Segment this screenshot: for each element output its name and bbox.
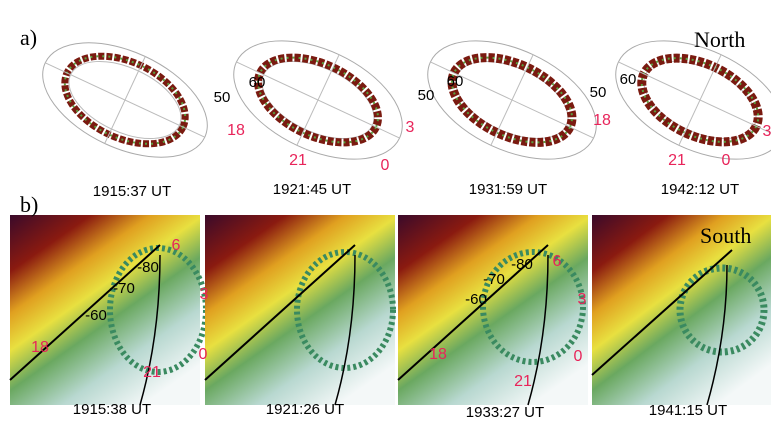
grid-label: 3 bbox=[763, 123, 771, 140]
south-image bbox=[205, 215, 395, 405]
time-label: 1942:12 UT bbox=[661, 181, 739, 198]
grid-label: 0 bbox=[199, 346, 208, 363]
grid-label: -70 bbox=[113, 280, 135, 297]
time-label: 1931:59 UT bbox=[469, 181, 547, 198]
panel-label: a) bbox=[20, 25, 37, 50]
north-image bbox=[25, 19, 225, 180]
grid-label: 21 bbox=[289, 152, 307, 169]
hemisphere-label: South bbox=[700, 223, 751, 248]
time-label: 1921:45 UT bbox=[273, 181, 351, 198]
grid-label: 18 bbox=[31, 339, 49, 356]
north-image bbox=[215, 17, 420, 184]
time-label: 1933:27 UT bbox=[466, 404, 544, 421]
grid-label: 18 bbox=[429, 346, 447, 363]
time-label: 1915:38 UT bbox=[73, 401, 151, 418]
grid-label: -80 bbox=[137, 259, 159, 276]
hemisphere-label: North bbox=[694, 27, 745, 52]
grid-label: 6 bbox=[553, 253, 562, 270]
grid-label: 3 bbox=[200, 286, 209, 303]
grid-label: 0 bbox=[574, 348, 583, 365]
time-label: 1921:26 UT bbox=[266, 401, 344, 418]
grid-label: 50 bbox=[418, 87, 435, 104]
grid-label: 3 bbox=[406, 119, 415, 136]
north-image bbox=[409, 17, 614, 184]
south-images bbox=[10, 215, 771, 405]
panel-label: b) bbox=[20, 192, 38, 217]
grid-label: 18 bbox=[227, 122, 245, 139]
south-image bbox=[398, 215, 588, 405]
grid-label: 0 bbox=[722, 152, 731, 169]
grid-label: -60 bbox=[465, 291, 487, 308]
grid-label: 18 bbox=[593, 112, 611, 129]
time-label: 1941:15 UT bbox=[649, 402, 727, 419]
grid-label: -70 bbox=[483, 271, 505, 288]
grid-label: -80 bbox=[511, 256, 533, 273]
grid-label: 6 bbox=[172, 237, 181, 254]
grid-label: -60 bbox=[85, 307, 107, 324]
grid-label: 21 bbox=[514, 373, 532, 390]
grid-label: 21 bbox=[143, 364, 161, 381]
grid-label: 60 bbox=[447, 73, 464, 90]
grid-label: 60 bbox=[249, 74, 266, 91]
grid-label: 0 bbox=[381, 157, 390, 174]
grid-label: 60 bbox=[620, 71, 637, 88]
grid-label: 50 bbox=[214, 89, 231, 106]
grid-label: 50 bbox=[590, 84, 607, 101]
north-images bbox=[25, 17, 771, 184]
figure: a) North b) South 1915:37 UT 1921:45 UT … bbox=[0, 0, 771, 423]
grid-label: 3 bbox=[578, 291, 587, 308]
grid-label: 21 bbox=[668, 152, 686, 169]
time-label: 1915:37 UT bbox=[93, 183, 171, 200]
